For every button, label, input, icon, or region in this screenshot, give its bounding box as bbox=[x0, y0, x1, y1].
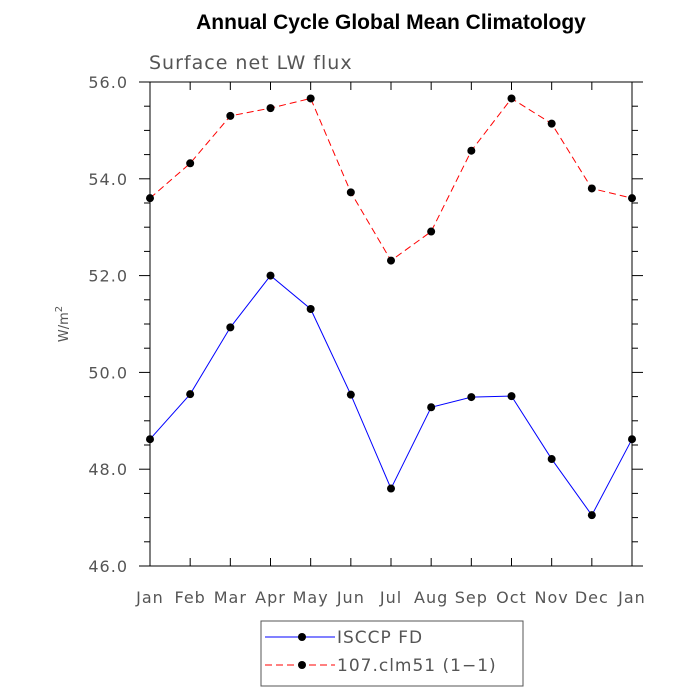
data-point bbox=[346, 390, 355, 399]
y-axis-label: W/m2 bbox=[54, 306, 72, 342]
series-line bbox=[149, 274, 633, 517]
data-point bbox=[387, 484, 395, 493]
legend-label: ISCCP FD bbox=[337, 628, 423, 648]
data-point bbox=[266, 104, 275, 113]
y-axis-label-superscript: 2 bbox=[54, 306, 65, 312]
x-tick-label: Jan bbox=[617, 588, 646, 607]
data-point bbox=[587, 511, 596, 520]
plot-frame bbox=[149, 81, 633, 567]
x-tick-label: Sep bbox=[455, 588, 488, 607]
y-tick-label: 50.0 bbox=[88, 363, 128, 382]
x-tick-label: Nov bbox=[535, 588, 569, 607]
x-tick-label: Apr bbox=[255, 588, 286, 607]
series-layer bbox=[146, 94, 636, 520]
y-axis-label-text: W/m bbox=[57, 312, 72, 342]
legend-item: ISCCP FD bbox=[265, 628, 423, 648]
y-tick-label: 54.0 bbox=[88, 170, 128, 189]
series-2 bbox=[146, 94, 636, 265]
data-point bbox=[226, 323, 235, 332]
y-ticks bbox=[139, 81, 643, 567]
data-point bbox=[186, 159, 195, 168]
legend: ISCCP FD 107.clm51 (1−1) bbox=[260, 620, 524, 687]
y-tick-label: 48.0 bbox=[88, 460, 128, 479]
data-point bbox=[427, 403, 436, 412]
data-point bbox=[387, 256, 395, 265]
x-tick-label: Jul bbox=[379, 588, 402, 607]
y-tick-label: 46.0 bbox=[88, 557, 128, 576]
data-point bbox=[547, 455, 556, 464]
data-point bbox=[346, 188, 355, 197]
series-1 bbox=[146, 271, 636, 520]
legend-box bbox=[260, 620, 524, 687]
y-tick-labels: 46.0 48.0 50.0 52.0 54.0 56.0 bbox=[88, 73, 128, 576]
data-point bbox=[226, 111, 235, 120]
data-point bbox=[427, 227, 436, 236]
series-line bbox=[149, 97, 633, 262]
chart-subtitle: Surface net LW flux bbox=[149, 52, 353, 74]
data-point bbox=[306, 94, 315, 103]
x-tick-label: Oct bbox=[496, 588, 527, 607]
data-point bbox=[146, 435, 154, 444]
data-point bbox=[306, 304, 315, 313]
data-point bbox=[266, 271, 275, 280]
x-tick-label: May bbox=[293, 588, 329, 607]
x-tick-label: Jun bbox=[336, 588, 365, 607]
data-point bbox=[628, 435, 636, 444]
data-point bbox=[467, 393, 476, 402]
data-point bbox=[507, 392, 516, 401]
data-point bbox=[628, 194, 636, 203]
x-tick-label: Dec bbox=[575, 588, 609, 607]
legend-item: 107.clm51 (1−1) bbox=[265, 656, 497, 676]
data-point bbox=[467, 146, 476, 155]
legend-marker bbox=[298, 633, 306, 641]
data-point bbox=[587, 184, 596, 193]
legend-label: 107.clm51 (1−1) bbox=[337, 656, 497, 676]
y-tick-label: 52.0 bbox=[88, 267, 128, 286]
x-tick-label: Aug bbox=[414, 588, 448, 607]
data-point bbox=[507, 94, 516, 103]
y-tick-label: 56.0 bbox=[88, 73, 128, 92]
x-tick-label: Mar bbox=[214, 588, 247, 607]
chart-title: Annual Cycle Global Mean Climatology bbox=[196, 11, 586, 34]
data-point bbox=[146, 194, 154, 203]
legend-marker bbox=[298, 661, 306, 669]
x-ticks bbox=[149, 82, 633, 566]
data-point bbox=[186, 390, 195, 399]
data-point bbox=[547, 119, 556, 128]
x-tick-label: Feb bbox=[175, 588, 206, 607]
x-tick-labels: Jan Feb Mar Apr May Jun Jul Aug Sep Oct Nov Dec Jan bbox=[135, 588, 646, 607]
x-tick-label: Jan bbox=[135, 588, 164, 607]
